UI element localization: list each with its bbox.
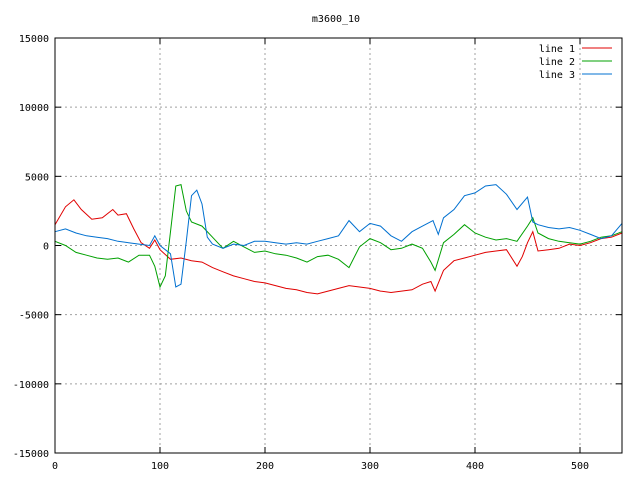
x-tick-label: 200: [256, 461, 274, 472]
grid: [55, 38, 622, 453]
y-tick-label: 0: [43, 242, 49, 253]
x-tick-label: 100: [151, 461, 169, 472]
y-tick-label: 5000: [25, 172, 49, 183]
x-tick-label: 300: [361, 461, 379, 472]
y-tick-label: 10000: [19, 103, 49, 114]
series-line-1: [54, 199, 623, 295]
y-tick-label: -15000: [13, 449, 49, 460]
y-tick-label: -5000: [19, 311, 49, 322]
legend-label-1: line 1: [539, 44, 575, 55]
series-line-2: [54, 183, 623, 289]
y-tick-label: 15000: [19, 34, 49, 45]
series-line-3: [54, 184, 623, 288]
chart-title: m3600_10: [312, 14, 360, 25]
legend-label-3: line 3: [539, 70, 575, 81]
x-tick-label: 400: [466, 461, 484, 472]
legend: line 1 line 2 line 3: [539, 44, 612, 81]
legend-label-2: line 2: [539, 57, 575, 68]
x-tick-label: 0: [52, 461, 58, 472]
x-tick-label: 500: [571, 461, 589, 472]
y-tick-label: -10000: [13, 380, 49, 391]
axes: 0 100 200 300 400 500 -15000 -10000 -5000 0 5000 10…: [13, 34, 622, 472]
series-lines: [54, 183, 623, 295]
